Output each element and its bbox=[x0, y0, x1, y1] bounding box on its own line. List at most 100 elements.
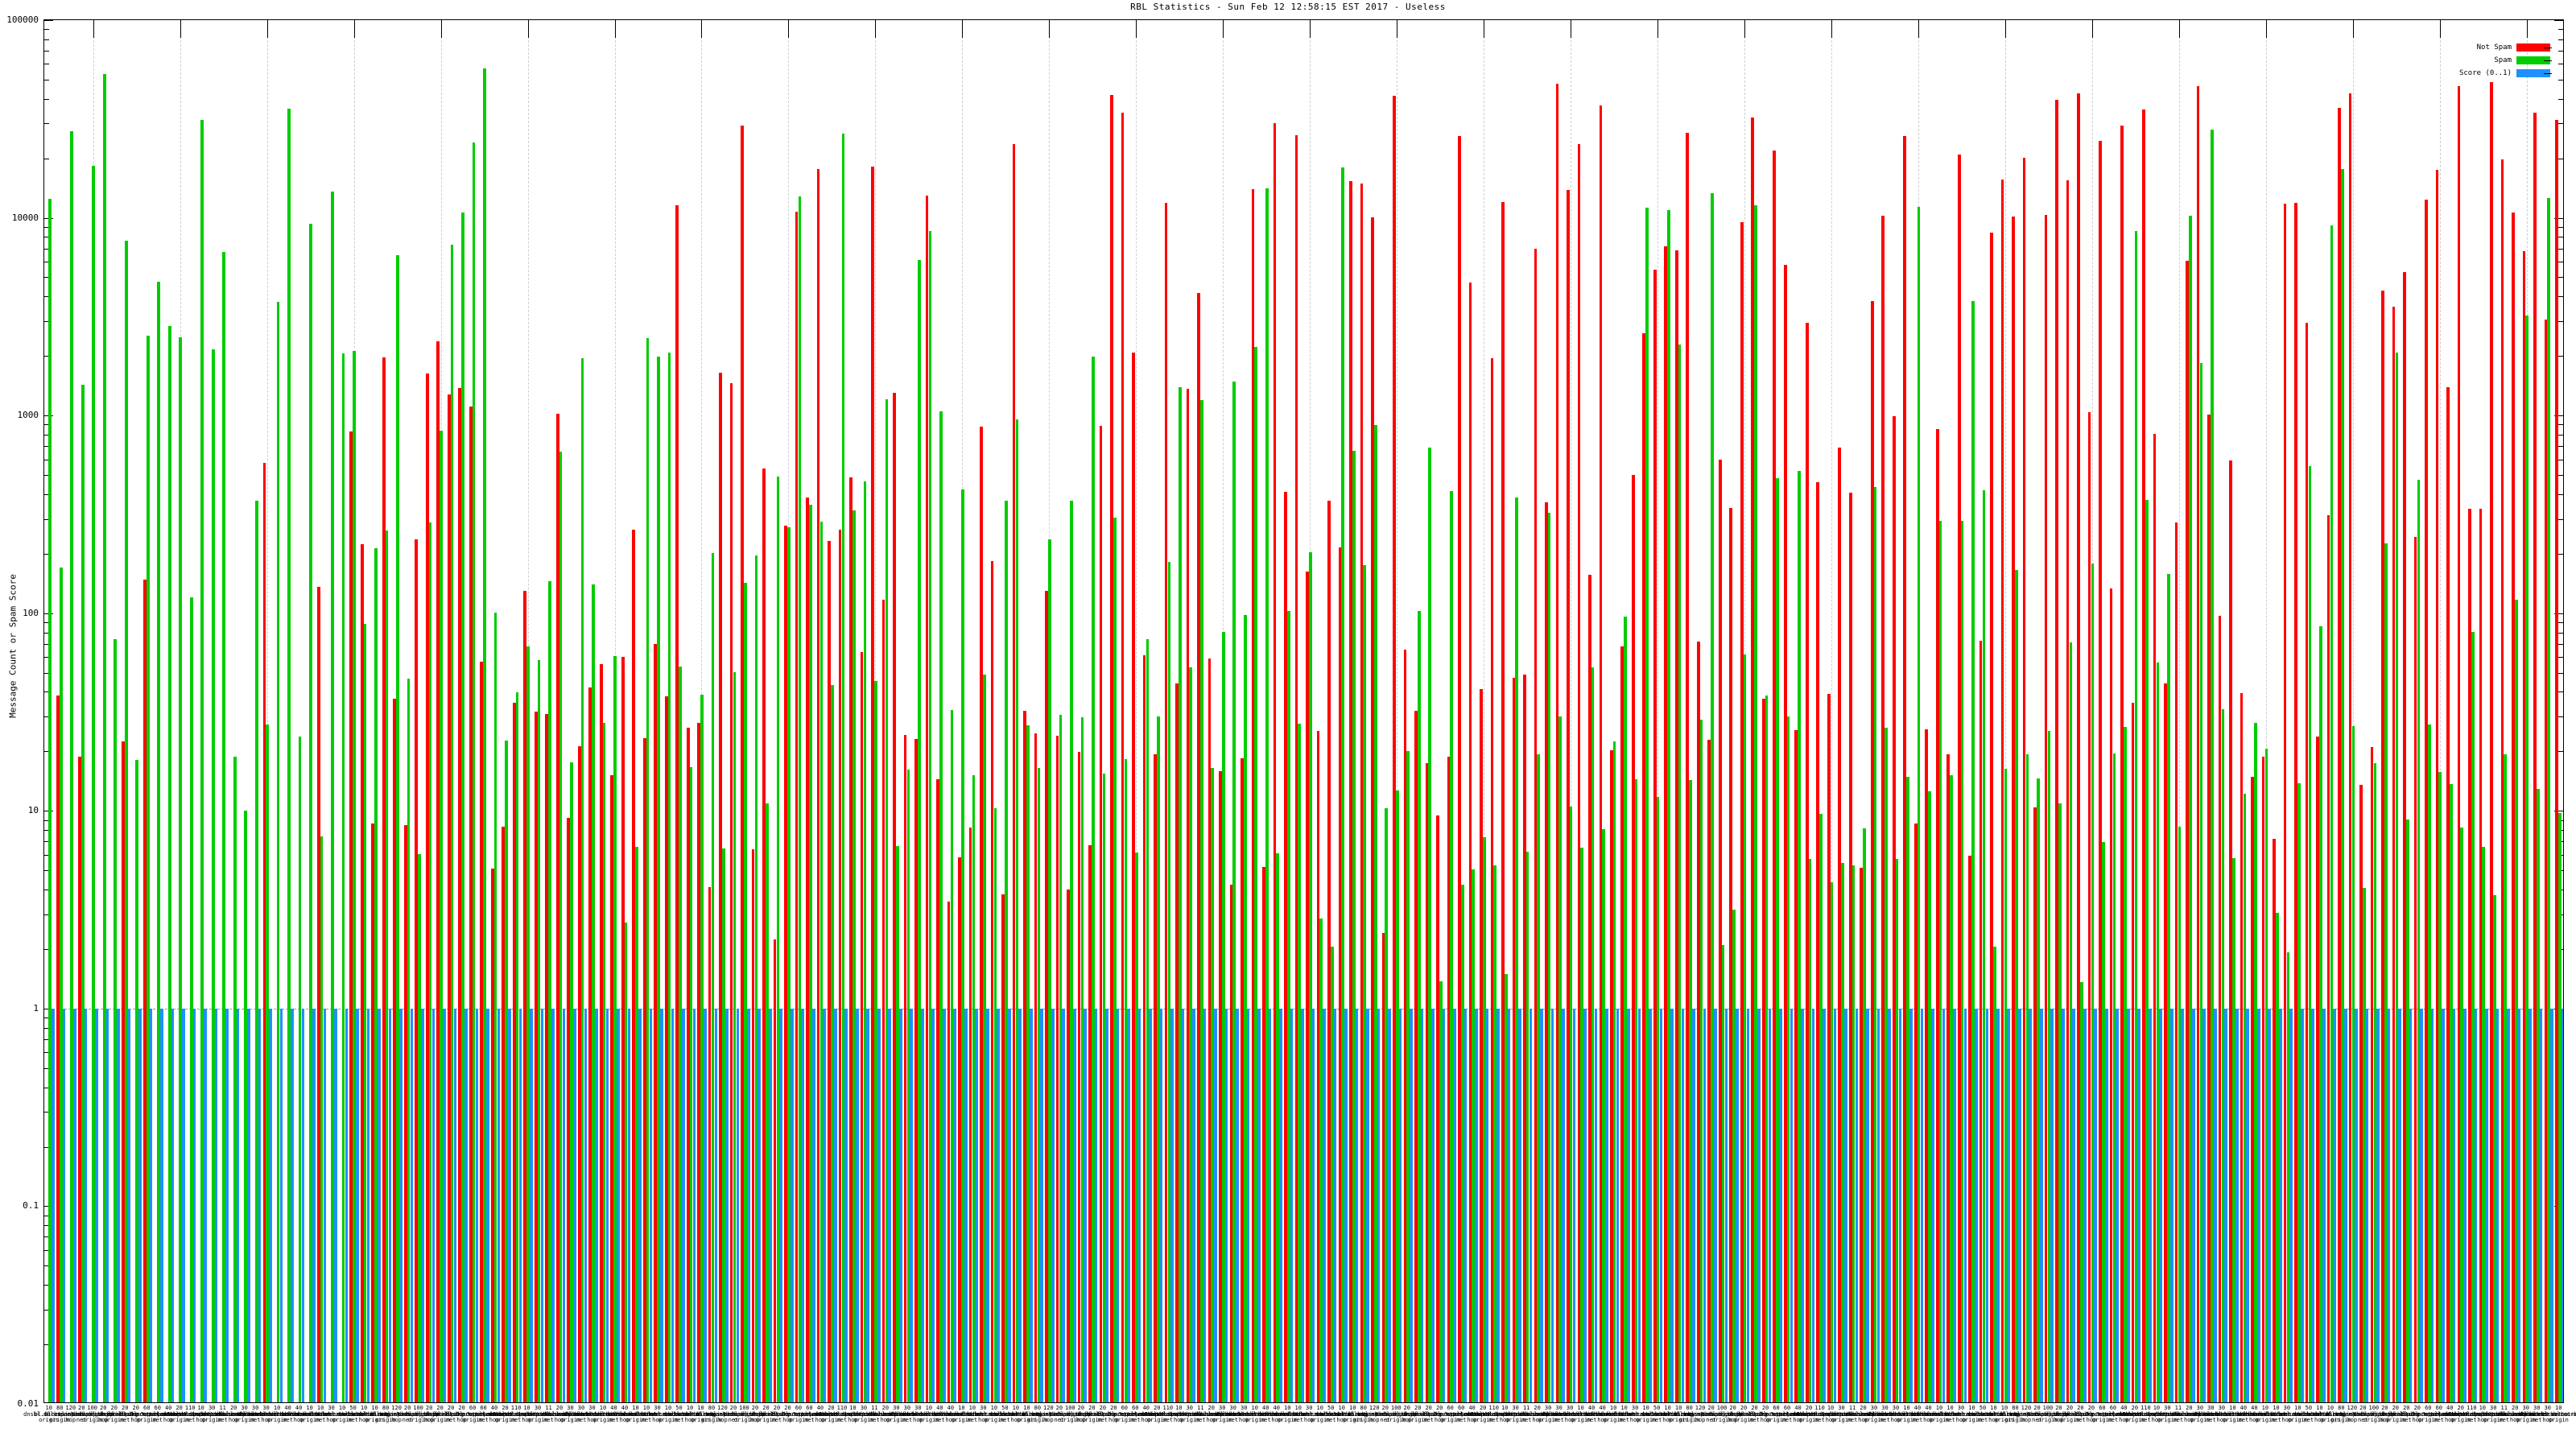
y-axis-minor-tick bbox=[2558, 621, 2563, 623]
x-tick-label-line: 60 bbox=[480, 1405, 487, 1411]
x-tick-label: 80 bl.blocklist.de origin bbox=[686, 1405, 737, 1424]
x-tick-label-line: dnsbl-1.uceprotect.net bbox=[1402, 1410, 1477, 1418]
y-axis-minor-tick bbox=[44, 518, 49, 520]
x-tick-label: 20 http.dnsbl.sorbs.net hop bbox=[1178, 1405, 1245, 1424]
x-tick-label-line: block.dnsbl.sorbs.net bbox=[893, 1410, 965, 1418]
x-tick-label-line: 20 bbox=[2066, 1405, 2074, 1411]
bar-score bbox=[2061, 1008, 2065, 1402]
bar-not-spam bbox=[2479, 508, 2483, 1402]
x-tick-label-line: 30 bbox=[1229, 1405, 1236, 1411]
bar-not-spam bbox=[393, 699, 397, 1402]
bar-spam bbox=[1352, 450, 1356, 1402]
x-tick-label-line: 20 bbox=[1805, 1405, 1813, 1411]
x-tick-label-line: hop bbox=[1597, 1417, 1608, 1423]
x-tick-label: 40 zombie.dnsbl.sorbs.net net bbox=[250, 1405, 325, 1424]
y-axis-minor-tick bbox=[44, 643, 49, 645]
x-axis-top-tick bbox=[1136, 20, 1137, 38]
x-tick-label-line: hop bbox=[1564, 1417, 1575, 1423]
bar-spam bbox=[157, 282, 161, 1402]
bar-score bbox=[2333, 1008, 2336, 1402]
bar-spam bbox=[624, 923, 628, 1402]
bar-score bbox=[2268, 1008, 2272, 1402]
x-tick-label-line: zombie.dnsbl.sorbs.net bbox=[1554, 1410, 1629, 1418]
legend-color-swatch bbox=[2516, 43, 2550, 52]
x-tick-label: 20 zen.spamhaus.org net bbox=[55, 1405, 109, 1424]
bar-not-spam bbox=[838, 530, 842, 1402]
bar-not-spam bbox=[729, 382, 733, 1402]
x-tick-label-line: net bbox=[2358, 1417, 2368, 1423]
x-tick-label: 30 recent.spam.dnsbl.sorbs.net origin bbox=[2122, 1405, 2214, 1424]
bar-spam bbox=[2178, 826, 2182, 1402]
bar-spam bbox=[1157, 716, 1160, 1402]
bar-score bbox=[2246, 1008, 2250, 1402]
x-tick-label: 30 socks.dnsbl.sorbs.net origin bbox=[535, 1405, 606, 1424]
x-tick-label: 30 smtp.dnsbl.sorbs.net hop bbox=[2514, 1405, 2576, 1424]
x-tick-label-line: block.dnsbl.sorbs.net bbox=[2522, 1410, 2576, 1418]
bar-spam bbox=[1048, 539, 1051, 1402]
x-tick-label-line: 20 bbox=[121, 1405, 129, 1411]
x-tick-label-line: bl.mailspike.net bbox=[1401, 1410, 1456, 1418]
x-tick-label-line: rhsbl.sorbs.net bbox=[1587, 1410, 1639, 1418]
x-tick-label-line: 10 bbox=[2261, 1405, 2269, 1411]
x-tick-label-line: bl.spamcop.net bbox=[405, 1410, 453, 1418]
bar-not-spam bbox=[1577, 143, 1581, 1402]
x-tick-label: 30 socks.dnsbl.sorbs.net origin bbox=[1839, 1405, 1910, 1424]
x-tick-label-line: dul.dnsbl.sorbs.net bbox=[1570, 1410, 1635, 1418]
x-tick-label-line: origin bbox=[2363, 1417, 2384, 1423]
x-tick-label: 20 dnsbl-1.uceprotect.net hop bbox=[1402, 1405, 1477, 1424]
x-tick-label-line: 30 bbox=[914, 1405, 922, 1411]
x-tick-label-line: net bbox=[2173, 1417, 2184, 1423]
bar-score bbox=[2496, 1008, 2500, 1402]
bar-score bbox=[725, 1008, 729, 1402]
bar-score bbox=[692, 1008, 696, 1402]
x-tick-label-line: origin bbox=[332, 1417, 353, 1423]
x-tick-label: 20 http.dnsbl.sorbs.net hop bbox=[2481, 1405, 2549, 1424]
x-tick-label-line: 30 bbox=[262, 1405, 270, 1411]
bar-score bbox=[660, 1008, 663, 1402]
y-axis-minor-tick bbox=[44, 716, 49, 718]
bar-score bbox=[801, 1008, 805, 1402]
bar-spam bbox=[1525, 851, 1530, 1402]
bar-spam bbox=[244, 811, 247, 1402]
bar-spam bbox=[592, 584, 595, 1402]
bar-not-spam bbox=[958, 857, 961, 1402]
x-tick-label: 20 list.dnswl.org origin bbox=[1068, 1405, 1116, 1424]
x-tick-label-line: 10 bbox=[697, 1405, 704, 1411]
y-axis-minor-tick bbox=[44, 691, 49, 693]
bar-score bbox=[1257, 1008, 1261, 1402]
x-tick-label-line: hop bbox=[326, 1417, 336, 1423]
bar-score bbox=[1931, 1008, 1934, 1402]
bar-not-spam bbox=[968, 828, 972, 1402]
bar-score bbox=[1192, 1008, 1195, 1402]
x-tick-label: 10 escalations.dnsbl.sorbs.net origin bbox=[1926, 1405, 2018, 1424]
bar-not-spam bbox=[1458, 135, 1461, 1402]
x-tick-label: 120 dbl.spamhaus.org hop bbox=[1022, 1405, 1075, 1424]
bar-not-spam bbox=[1175, 683, 1179, 1402]
bar-not-spam bbox=[382, 357, 386, 1402]
bar-spam bbox=[1547, 513, 1551, 1402]
bar-score bbox=[1475, 1008, 1478, 1402]
x-tick-label-line: dbl.spamhaus.org bbox=[43, 1410, 98, 1418]
y-axis-minor-tick bbox=[44, 1236, 49, 1238]
x-tick-label-line: net bbox=[1781, 1417, 1793, 1423]
bar-score bbox=[225, 1008, 229, 1402]
vertical-gridline bbox=[2352, 20, 2354, 1402]
bar-not-spam bbox=[849, 477, 852, 1402]
x-tick-label-line: dnsbl-2.uceprotect.net bbox=[2390, 1410, 2466, 1418]
legend-connector bbox=[2544, 47, 2552, 48]
bar-not-spam bbox=[1034, 733, 1038, 1402]
y-axis-minor-tick bbox=[44, 854, 49, 856]
bar-score bbox=[421, 1008, 424, 1402]
x-tick-label: 10 new.spam.dnsbl.sorbs.net hop bbox=[1138, 1405, 1220, 1424]
x-tick-label-line: origin bbox=[1385, 1417, 1406, 1423]
bar-spam bbox=[1960, 521, 1964, 1402]
x-tick-label-line: socks.dnsbl.sorbs.net bbox=[2164, 1410, 2236, 1418]
x-tick-label-line: 100 bbox=[2368, 1405, 2380, 1411]
x-tick-label-line: badconf.rhsbl.sorbs.net bbox=[1911, 1410, 1989, 1418]
y-tick-label: 1 bbox=[33, 1002, 39, 1013]
x-tick-label: 11 old.spam.dnsbl.sorbs.net net bbox=[2463, 1405, 2545, 1424]
bar-spam bbox=[2504, 753, 2508, 1402]
x-tick-label-line: dnsbl-2.uceprotect.net bbox=[1739, 1410, 1814, 1418]
bar-score bbox=[2507, 1008, 2510, 1402]
bar-spam bbox=[211, 349, 215, 1402]
